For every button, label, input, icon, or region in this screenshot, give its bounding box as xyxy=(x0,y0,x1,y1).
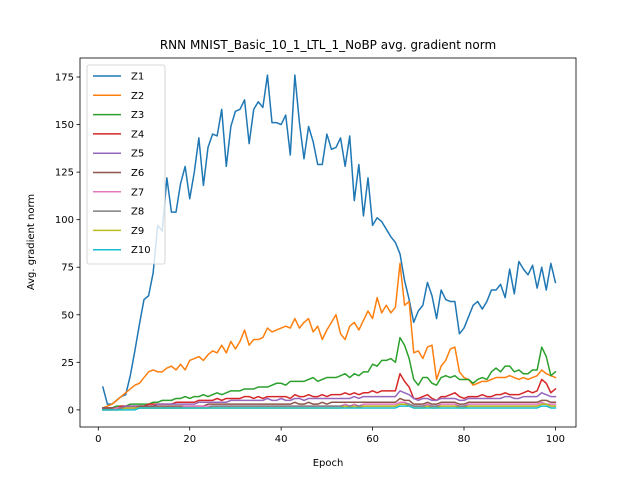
legend: Z1 Z2 Z3 Z4 Z5 Z6 Z7 Z8 Z9 Z10 xyxy=(86,64,166,265)
series-line-z10 xyxy=(102,405,557,411)
series-line-z1 xyxy=(101,74,557,405)
y-tick-label: 75 xyxy=(61,263,74,274)
x-axis-ticks: 0 20 40 60 80 100 xyxy=(95,427,565,445)
axes-frame xyxy=(79,57,577,428)
legend-label-z7: Z7 xyxy=(131,187,144,198)
legend-label-z6: Z6 xyxy=(131,168,144,179)
y-tick-label: 150 xyxy=(55,120,74,131)
y-axis-ticks: 0 25 50 75 100 125 150 175 xyxy=(55,73,80,416)
y-tick-label: 125 xyxy=(55,168,74,179)
series-line-z3 xyxy=(102,336,557,409)
legend-label-z5: Z5 xyxy=(131,149,144,160)
series-group xyxy=(101,74,557,411)
series-line-z4 xyxy=(102,372,557,409)
y-tick-label: 175 xyxy=(55,73,74,84)
x-tick-label: 80 xyxy=(458,434,471,445)
series-line-z2 xyxy=(101,262,557,409)
legend-label-z3: Z3 xyxy=(131,110,144,121)
x-tick-label: 20 xyxy=(183,434,196,445)
legend-label-z10: Z10 xyxy=(131,245,151,256)
y-axis-label: Avg. gradient norm xyxy=(26,194,37,290)
series-line-z6 xyxy=(102,397,557,409)
legend-label-z9: Z9 xyxy=(131,226,144,237)
y-tick-label: 100 xyxy=(55,215,74,226)
y-tick-label: 25 xyxy=(61,358,74,369)
legend-label-z4: Z4 xyxy=(131,129,144,140)
x-tick-label: 40 xyxy=(275,434,288,445)
x-axis-label: Epoch xyxy=(313,458,344,469)
y-tick-label: 0 xyxy=(68,405,74,416)
series-line-z5 xyxy=(102,390,557,409)
x-tick-label: 60 xyxy=(366,434,379,445)
legend-label-z2: Z2 xyxy=(131,91,144,102)
x-tick-label: 0 xyxy=(95,434,101,445)
y-tick-label: 50 xyxy=(61,310,74,321)
legend-label-z8: Z8 xyxy=(131,207,144,218)
legend-label-z1: Z1 xyxy=(131,72,144,83)
chart-title: RNN MNIST_Basic_10_1_LTL_1_NoBP avg. gra… xyxy=(160,38,496,52)
x-tick-label: 100 xyxy=(546,434,565,445)
